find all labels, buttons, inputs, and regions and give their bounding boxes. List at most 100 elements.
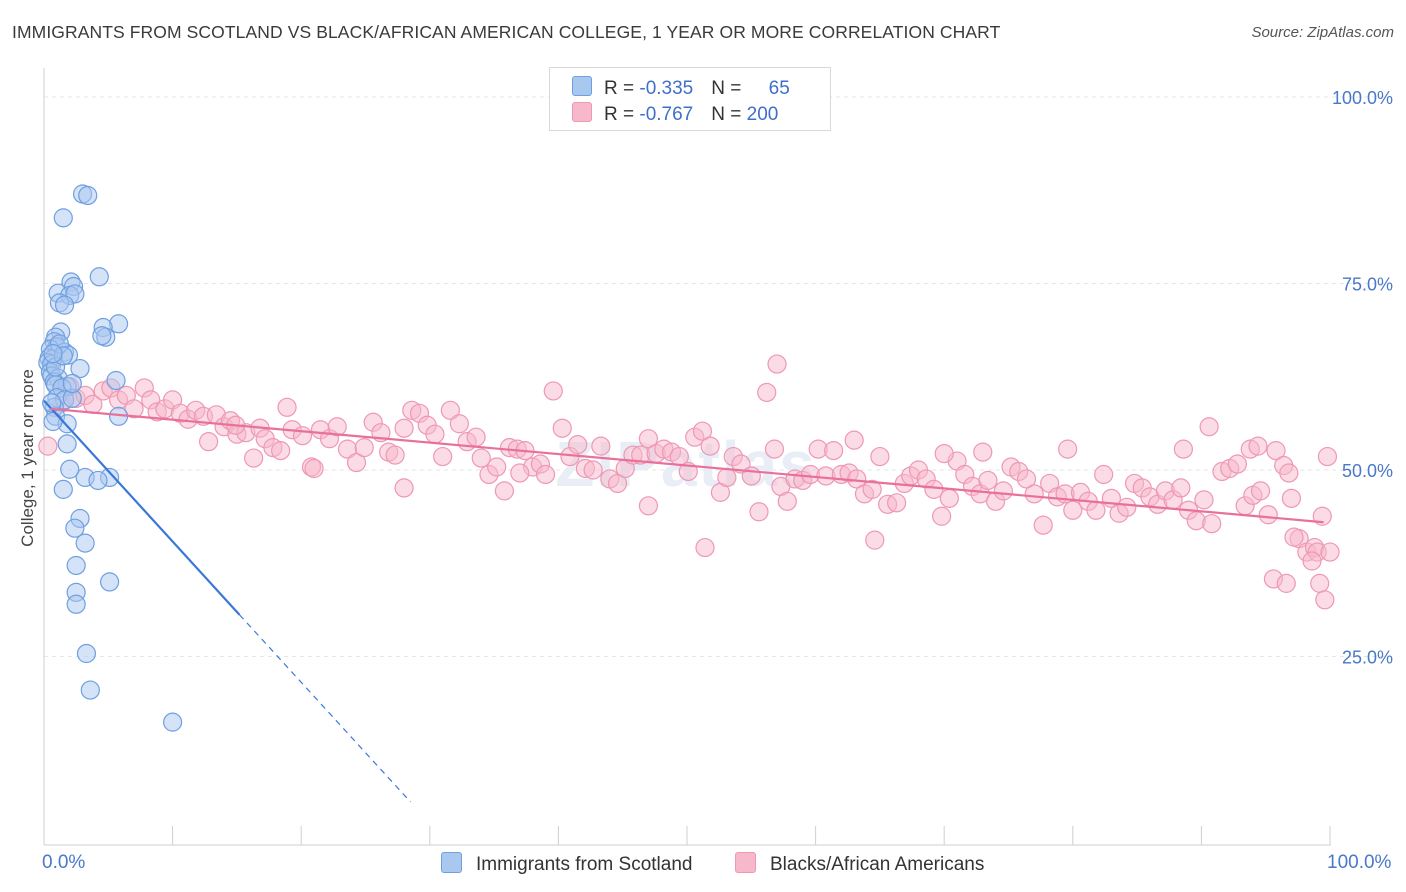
legend-r-value: -0.335	[639, 78, 694, 99]
legend-n-value: 65	[768, 78, 790, 99]
black-point	[824, 441, 844, 461]
black-point	[292, 426, 313, 446]
black-point	[543, 381, 563, 401]
black-point	[433, 446, 453, 467]
bottom-legend-swatch-blue	[441, 852, 462, 873]
trend-lines	[43, 399, 1324, 803]
black-point	[568, 435, 588, 455]
black-point	[870, 446, 890, 467]
black-point	[1276, 573, 1296, 593]
grid-lines	[44, 96, 1392, 657]
black-point	[695, 537, 715, 558]
black-point	[394, 418, 414, 438]
black-point	[583, 460, 603, 480]
black-point	[124, 399, 144, 419]
black-point	[1016, 469, 1037, 489]
legend-r-value: -0.767	[639, 104, 694, 125]
y-tick-label: 75.0%	[1342, 275, 1393, 295]
scotland-point	[88, 470, 108, 491]
scotland-point	[78, 185, 98, 206]
black-point	[932, 506, 952, 526]
black-point	[777, 491, 797, 511]
bottom-legend-scotland: Immigrants from Scotland	[441, 852, 692, 876]
black-point	[510, 463, 530, 483]
black-point	[244, 448, 264, 468]
source-label: Source: ZipAtlas.com	[1251, 24, 1394, 41]
black-point	[327, 417, 347, 437]
black-point	[887, 493, 907, 513]
black-point	[757, 382, 777, 403]
scotland-point	[42, 393, 62, 413]
black-point	[1279, 463, 1299, 483]
black-point	[449, 414, 469, 434]
black-point	[1310, 573, 1330, 593]
scotland-point	[92, 326, 112, 346]
series-immigrants-from-scotland	[38, 184, 183, 732]
scotland-trend-extension	[239, 614, 411, 803]
black-point	[1173, 439, 1193, 459]
black-point	[717, 467, 737, 488]
black-point	[862, 479, 882, 499]
scotland-point	[163, 712, 183, 732]
x-axis-max-label: 100.0%	[1327, 852, 1392, 873]
y-tick-label: 50.0%	[1342, 461, 1393, 481]
black-point	[607, 473, 628, 494]
black-point	[973, 442, 993, 462]
y-tick-labels: 100.0% 75.0% 50.0% 25.0%	[1332, 88, 1393, 668]
black-point	[939, 488, 959, 508]
scotland-point	[57, 434, 77, 454]
scotland-point	[99, 572, 120, 592]
scotland-trend-line	[43, 399, 241, 616]
black-point	[425, 424, 445, 444]
bottom-legend-black: Blacks/African Americans	[735, 852, 984, 876]
correlation-legend: R = -0.335 N = 65 R = -0.767 N = 200	[549, 67, 831, 131]
black-point	[346, 452, 367, 473]
black-point	[1194, 490, 1214, 510]
chart-title: IMMIGRANTS FROM SCOTLAND VS BLACK/AFRICA…	[12, 22, 1001, 42]
black-point	[1058, 439, 1078, 459]
y-tick-label: 100.0%	[1332, 88, 1393, 108]
black-point	[1171, 478, 1191, 498]
legend-n-label: N =	[711, 78, 747, 99]
scotland-point	[43, 344, 63, 364]
scotland-point	[89, 267, 109, 287]
black-point	[1063, 500, 1083, 520]
scotland-point	[80, 680, 100, 700]
black-point	[767, 354, 787, 374]
scotland-point	[54, 295, 75, 315]
black-point	[199, 432, 219, 452]
black-point	[764, 439, 785, 459]
black-point	[1202, 514, 1222, 534]
legend-r-label: R =	[604, 78, 640, 99]
black-point	[440, 400, 460, 420]
black-point	[1320, 542, 1340, 562]
black-point	[1199, 417, 1219, 437]
black-point	[552, 418, 572, 438]
black-point	[354, 438, 374, 458]
axes	[43, 68, 1331, 846]
scotland-point	[65, 518, 85, 538]
black-point	[1315, 590, 1335, 610]
black-point	[1317, 446, 1338, 467]
black-point	[394, 478, 414, 498]
bottom-legend-label: Immigrants from Scotland	[476, 854, 693, 875]
black-point	[1227, 454, 1248, 474]
legend-n-value: 200	[746, 104, 779, 125]
black-point	[535, 464, 556, 485]
black-point	[1024, 484, 1044, 504]
black-trend-line	[50, 407, 1324, 524]
black-point	[844, 430, 864, 450]
black-point	[304, 458, 324, 479]
black-point	[934, 443, 954, 464]
black-point	[494, 481, 514, 501]
bottom-legend-label: Blacks/African Americans	[770, 854, 985, 875]
scotland-point	[76, 643, 97, 664]
black-point	[271, 441, 291, 461]
black-point	[1284, 527, 1304, 547]
black-point	[466, 427, 486, 447]
scotland-point	[106, 370, 126, 391]
y-axis-title: College, 1 year or more	[18, 369, 37, 547]
black-point	[700, 436, 720, 456]
black-point	[1186, 511, 1206, 531]
